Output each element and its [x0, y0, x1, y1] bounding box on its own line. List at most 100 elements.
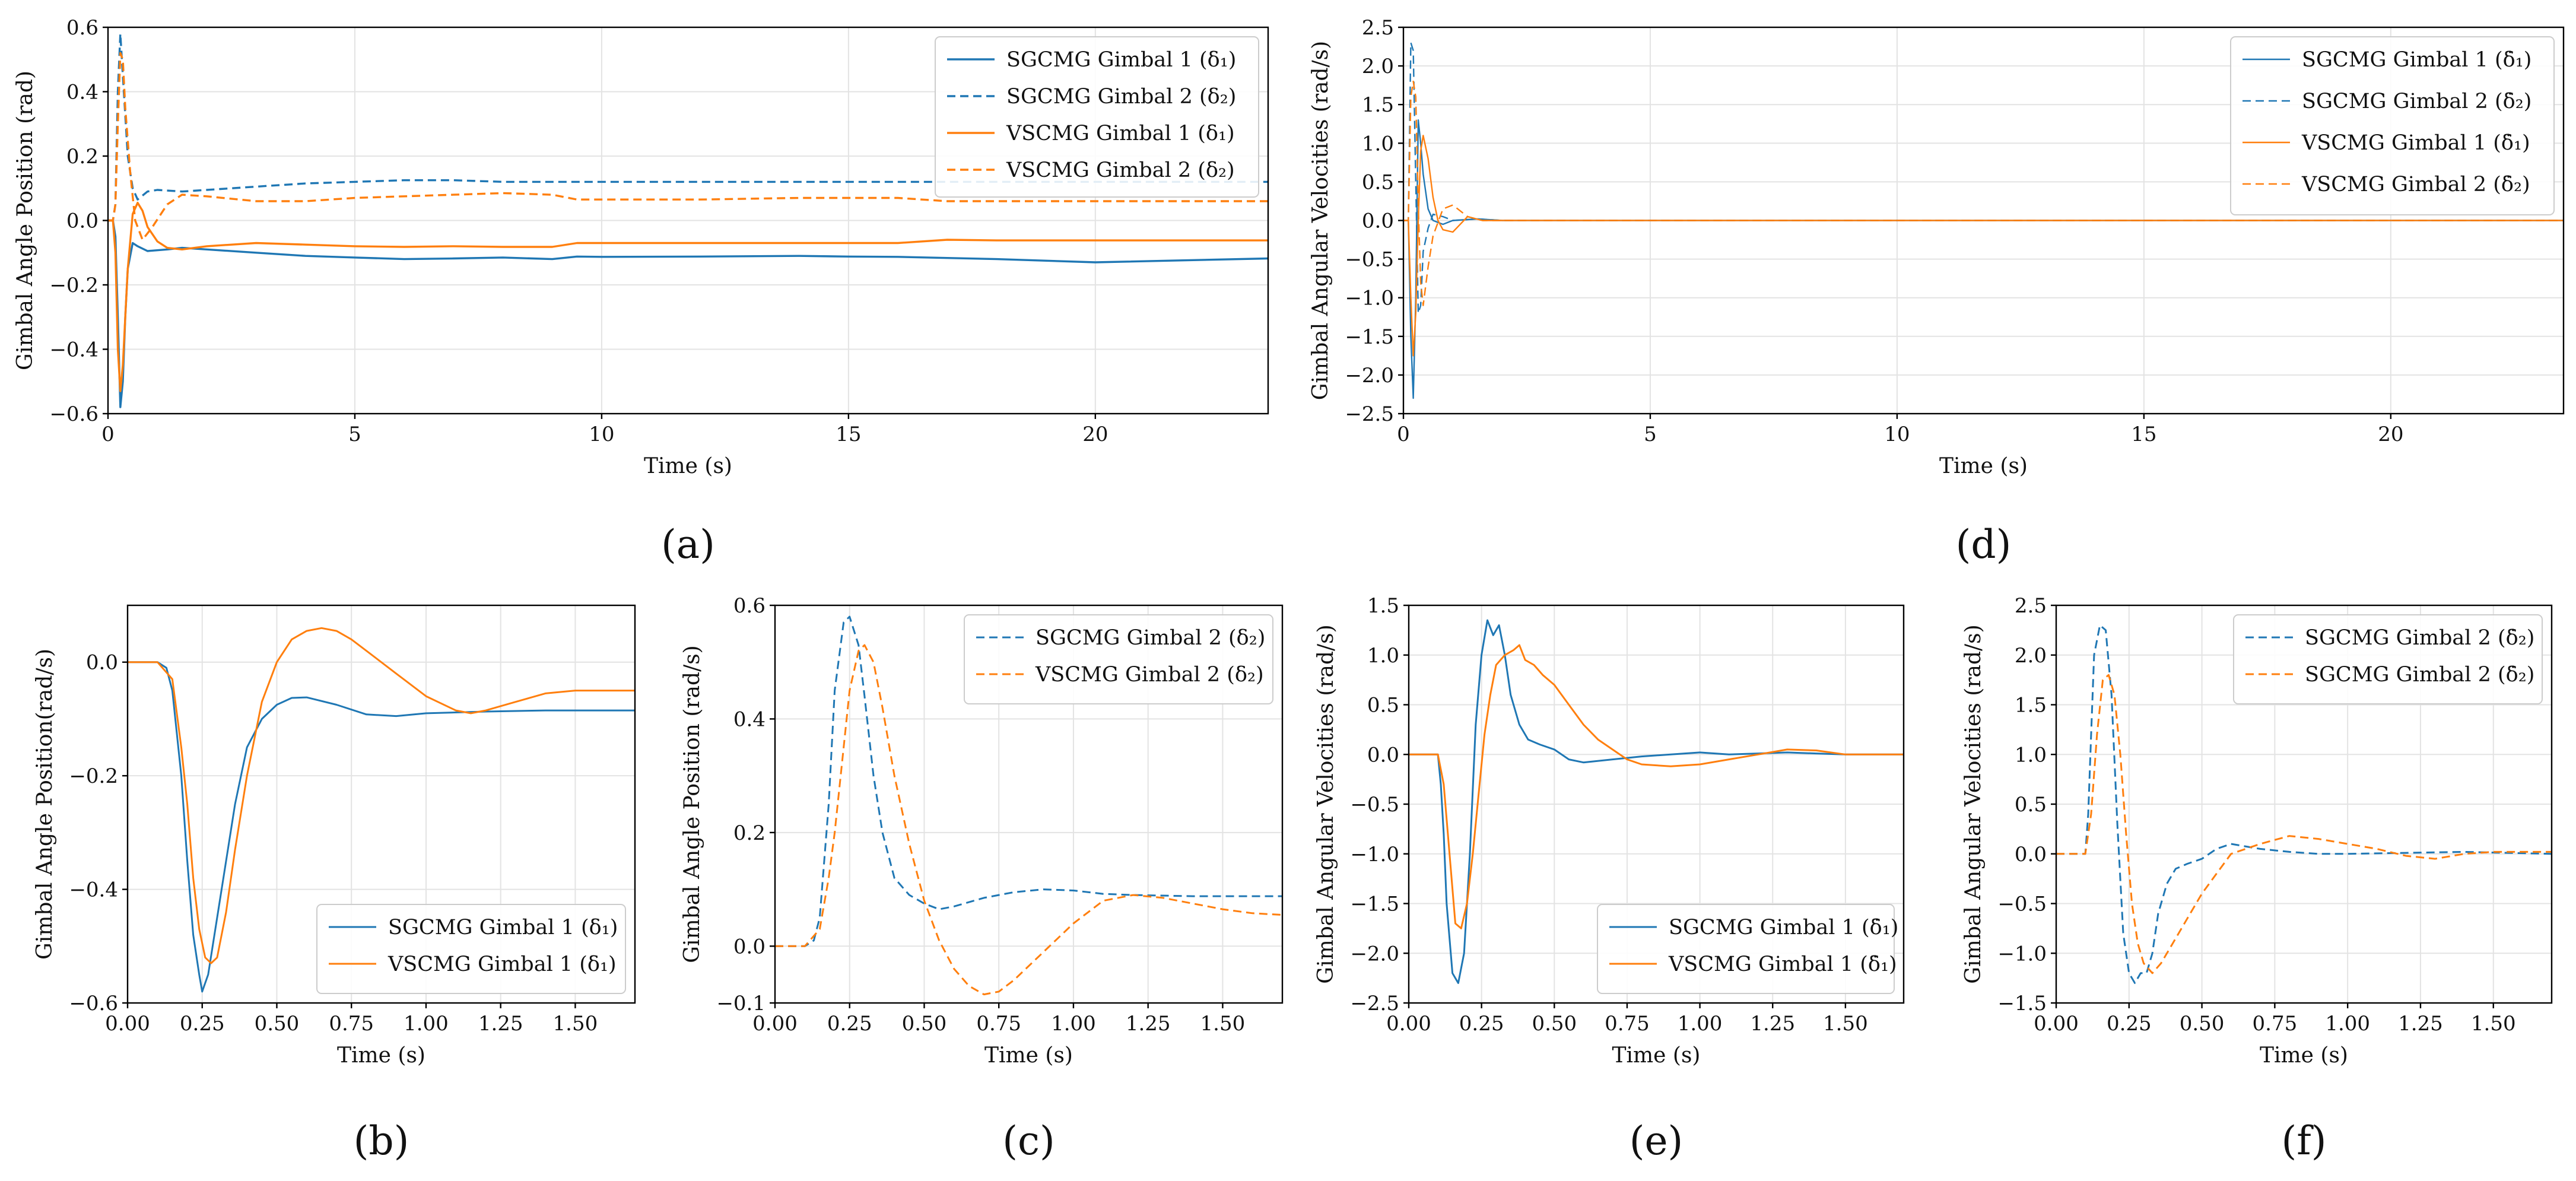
y-tick-label: 1.5 [1362, 93, 1394, 117]
legend-label: SGCMG Gimbal 2 (δ̇₂) [2305, 626, 2534, 650]
legend-label: VSCMG Gimbal 1 (δ₁) [1006, 122, 1235, 145]
legend-label: VSCMG Gimbal 1 (δ₁) [387, 953, 617, 976]
y-axis-label: Gimbal Angular Velocities (rad/s) [1314, 624, 1338, 983]
y-axis-label: Gimbal Angle Position (rad/s) [680, 645, 704, 963]
series-line-b-1 [128, 661, 635, 993]
legend-box [2233, 614, 2543, 704]
legend: SGCMG Gimbal 2 (δ₂) VSCMG Gimbal 2 (δ₂) [964, 614, 1273, 704]
x-axis-label: Time (s) [2260, 1043, 2348, 1068]
chart-panel-a: 0 5 10 15 20 −0.6 −0.4 −0.2 0.0 0.2 0.4 0.6 Time (s)… [13, 16, 1269, 567]
y-tick-label: 1.5 [2015, 694, 2047, 718]
legend: SGCMG Gimbal 1 (δ̇₁) VSCMG Gimbal 1 (δ̇₁) [1597, 904, 1898, 994]
y-tick-label: 2.0 [1362, 55, 1394, 78]
series-line-d-3 [1403, 135, 2564, 357]
series-line-c-1 [775, 615, 1282, 947]
y-tick-label: 0.0 [2015, 843, 2047, 866]
x-tick-label: 0.25 [1459, 1012, 1504, 1036]
y-tick-label: −0.4 [49, 338, 99, 362]
y-axis-label: Gimbal Angle Position(rad/s) [33, 649, 57, 960]
x-tick-label: 1.25 [1750, 1012, 1795, 1036]
x-tick-label: 0.25 [180, 1012, 225, 1036]
x-tick-label: 1.50 [2471, 1012, 2516, 1036]
y-tick-label: 0.5 [2015, 793, 2047, 817]
plot-frame [126, 604, 636, 1004]
legend-label: VSCMG Gimbal 1 (δ̇₁) [2301, 131, 2530, 155]
legend-label: SGCMG Gimbal 2 (δ₂) [1006, 85, 1236, 109]
y-tick-label: 2.5 [2015, 594, 2047, 618]
x-axis-label: Time (s) [644, 454, 732, 478]
panel-label-a: (a) [661, 522, 715, 567]
y-tick-label: 1.0 [1362, 132, 1394, 155]
y-tick-label: −2.0 [1350, 942, 1399, 966]
legend-label: VSCMG Gimbal 1 (δ̇₁) [1668, 953, 1897, 976]
series-line-a-3 [108, 202, 1268, 392]
y-tick-label: 0.0 [1362, 209, 1394, 233]
series-line-b-2 [128, 627, 635, 964]
legend-box [316, 904, 626, 994]
legend: SGCMG Gimbal 1 (δ̇₁) SGCMG Gimbal 2 (δ̇₂)… [2230, 36, 2555, 215]
legend-label: SGCMG Gimbal 1 (δ₁) [388, 916, 618, 939]
x-axis-label: Time (s) [984, 1043, 1073, 1068]
y-tick-label: 1.5 [1367, 594, 1399, 618]
chart-panel-b: 0.00 0.25 0.50 0.75 1.00 1.25 1.50 −0.6 −0.4 −0.2… [33, 604, 636, 1164]
x-tick-label: 15 [836, 423, 861, 446]
y-axis-label: Gimbal Angle Position (rad) [13, 71, 37, 370]
y-tick-label: −1.0 [1997, 942, 2047, 966]
x-tick-label: 5 [1644, 423, 1657, 446]
y-tick-label: 0.0 [86, 651, 118, 675]
legend-box [2230, 36, 2555, 215]
y-tick-label: 0.6 [733, 594, 766, 618]
legend: SGCMG Gimbal 2 (δ̇₂) SGCMG Gimbal 2 (δ̇₂) [2233, 614, 2543, 704]
y-tick-label: −0.2 [69, 764, 118, 788]
legend-box [964, 614, 1273, 704]
y-tick-label: 0.4 [733, 707, 766, 731]
series-line-a-1 [108, 219, 1268, 408]
chart-panel-d: 0 5 10 15 20 −2.5 −2.0 −1.5 −1.0 −0.5 0.0 0.5 1.0 1.5… [1308, 16, 2565, 567]
x-tick-label: 1.00 [1678, 1012, 1723, 1036]
y-tick-label: −0.1 [716, 992, 766, 1015]
series-line-d-4 [1403, 80, 2564, 306]
x-tick-label: 10 [589, 423, 614, 446]
y-axis-label: Gimbal Angular Velocities (rad/s) [1961, 624, 1986, 983]
x-tick-label: 15 [2131, 423, 2156, 446]
y-tick-label: −1.5 [1997, 992, 2047, 1015]
legend-label: SGCMG Gimbal 2 (δ̇₂) [2305, 663, 2534, 687]
chart-panel-e: 0.00 0.25 0.50 0.75 1.00 1.25 1.50 −2.5 −2.0 −1.5… [1314, 594, 1905, 1164]
x-axis-label: Time (s) [1612, 1043, 1701, 1068]
y-tick-label: 0.2 [66, 145, 99, 169]
y-tick-label: −0.6 [69, 992, 118, 1015]
x-tick-label: 1.25 [1126, 1012, 1171, 1036]
x-tick-label: 20 [1082, 423, 1108, 446]
x-axis-label: Time (s) [1939, 454, 2028, 478]
chart-panel-f: 0.00 0.25 0.50 0.75 1.00 1.25 1.50 −1.5 −1.0 −0.5… [1961, 594, 2553, 1164]
series-line-a-2 [108, 33, 1268, 222]
x-tick-label: 0.75 [976, 1012, 1021, 1036]
legend-label: SGCMG Gimbal 1 (δ₁) [1006, 48, 1236, 72]
y-tick-label: 2.5 [1362, 16, 1394, 40]
y-tick-label: −1.0 [1345, 287, 1394, 310]
y-tick-label: 0.0 [1367, 743, 1399, 767]
legend-label: SGCMG Gimbal 2 (δ₂) [1036, 626, 1265, 650]
y-tick-label: 0.5 [1367, 694, 1399, 718]
x-tick-label: 0.50 [255, 1012, 300, 1036]
x-tick-label: 0.50 [902, 1012, 947, 1036]
y-tick-label: 0.0 [66, 209, 99, 233]
x-tick-label: 1.25 [478, 1012, 523, 1036]
x-tick-label: 0.25 [2107, 1012, 2152, 1036]
x-tick-label: 1.00 [2325, 1012, 2370, 1036]
x-tick-label: 1.50 [553, 1012, 598, 1036]
x-tick-label: 0.50 [2180, 1012, 2225, 1036]
y-tick-label: −0.4 [69, 878, 118, 902]
y-tick-label: 0.4 [66, 81, 99, 104]
x-tick-label: 0.00 [105, 1012, 150, 1036]
x-tick-label: 0.50 [1532, 1012, 1577, 1036]
x-tick-label: 0.00 [752, 1012, 798, 1036]
legend-label: SGCMG Gimbal 2 (δ̇₂) [2302, 90, 2531, 113]
y-axis-label: Gimbal Angular Velocities (rad/s) [1308, 41, 1333, 400]
y-tick-label: −2.0 [1345, 364, 1394, 388]
x-tick-label: 1.00 [404, 1012, 449, 1036]
plot-frame [774, 604, 1284, 1004]
legend-label: VSCMG Gimbal 2 (δ₂) [1035, 663, 1264, 687]
x-tick-label: 1.00 [1051, 1012, 1096, 1036]
